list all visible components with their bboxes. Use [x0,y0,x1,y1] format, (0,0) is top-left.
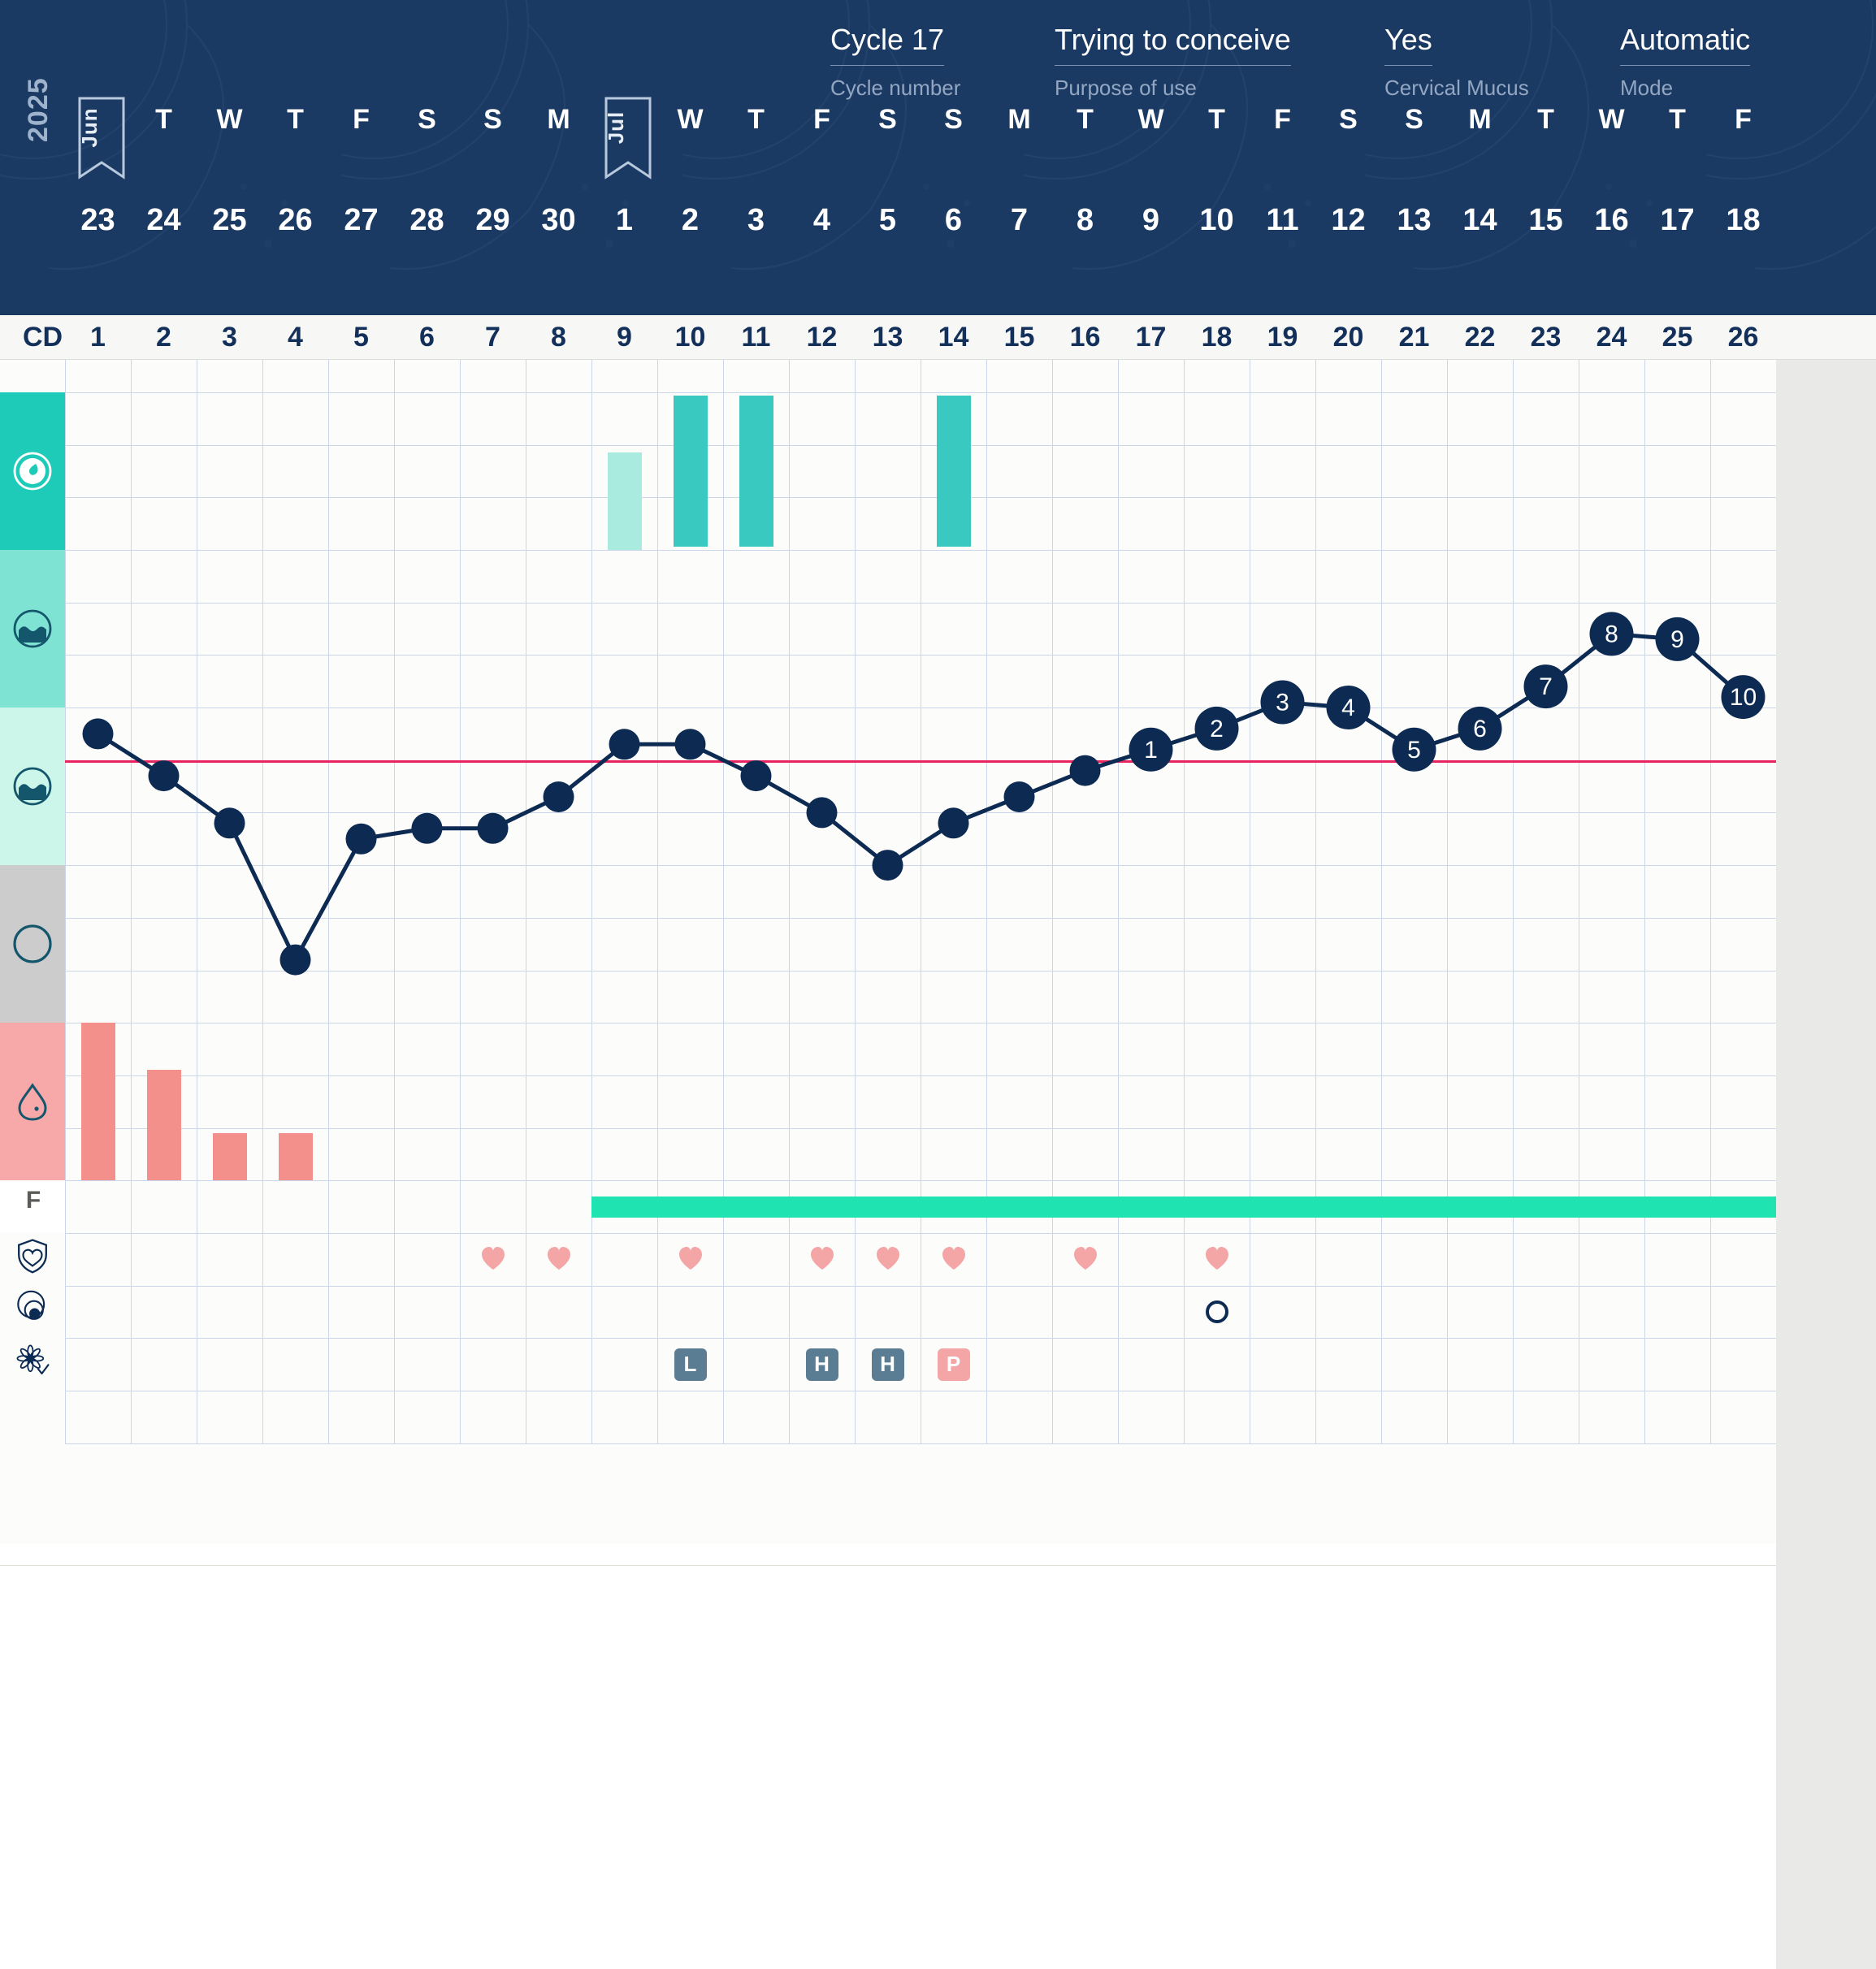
svg-text:4: 4 [1341,695,1355,721]
svg-text:9: 9 [1670,626,1684,653]
svg-text:8: 8 [1605,621,1618,647]
svg-text:6: 6 [1473,716,1487,742]
svg-text:7: 7 [1539,673,1553,700]
svg-text:1: 1 [1144,737,1158,764]
svg-text:3: 3 [1276,690,1289,716]
svg-text:5: 5 [1407,737,1421,764]
svg-text:10: 10 [1730,684,1757,711]
svg-text:2: 2 [1210,716,1224,742]
